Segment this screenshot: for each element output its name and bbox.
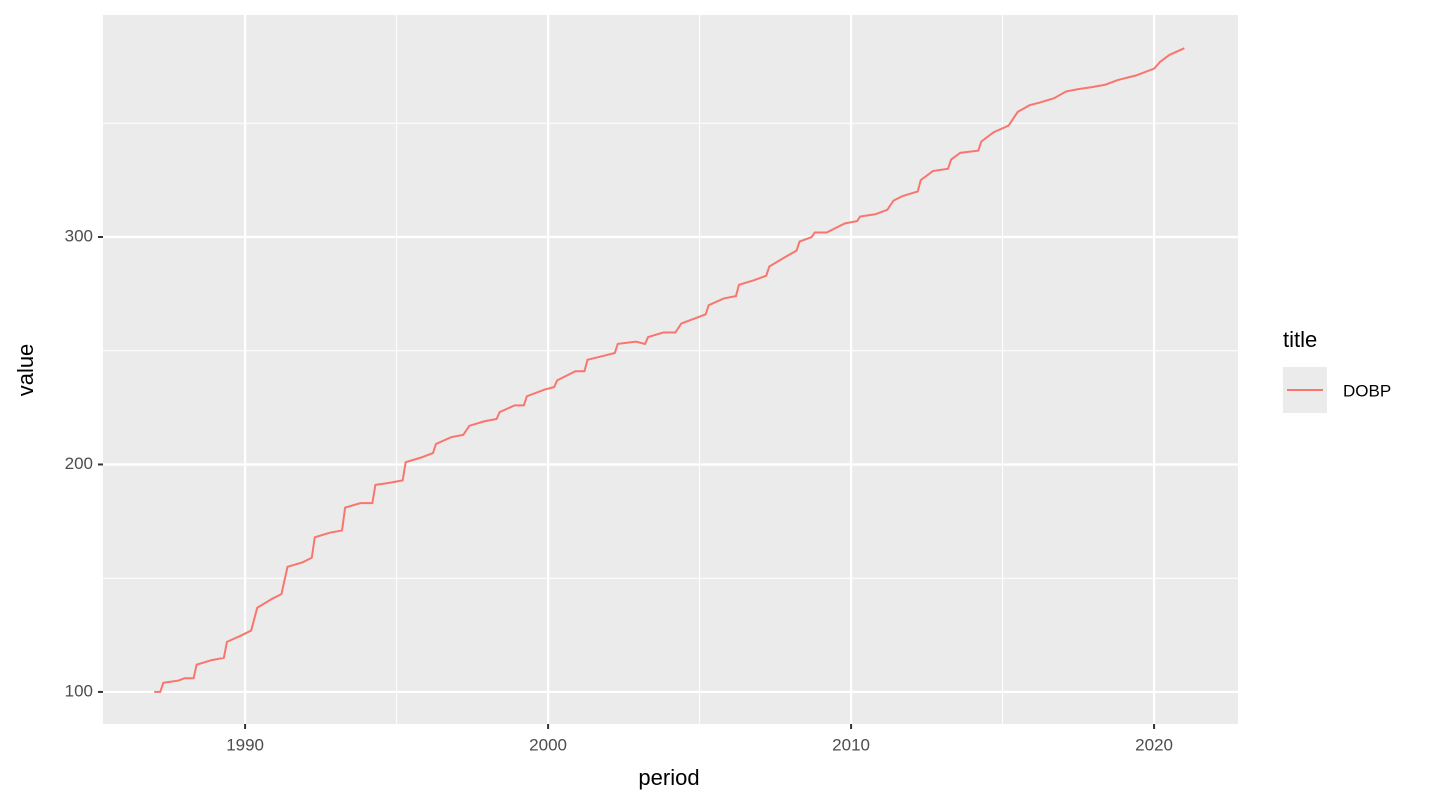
x-tick-label: 2010: [832, 735, 870, 754]
plot: [154, 47, 1185, 693]
legend: DOBP: [1287, 381, 1391, 400]
legend-label: DOBP: [1343, 381, 1391, 400]
x-tick-label: 1990: [226, 735, 264, 754]
y-axis-title: value: [13, 344, 38, 397]
legend-title: title: [1283, 327, 1317, 352]
x-axis-title: period: [638, 765, 699, 790]
x-tick-label: 2020: [1135, 735, 1173, 754]
y-tick-label: 200: [65, 454, 93, 473]
y-tick-label: 100: [65, 681, 93, 700]
x-tick-label: 2000: [529, 735, 567, 754]
grid: 1990 2000 2010 2020 100 200 300: [65, 15, 1238, 754]
line: [154, 47, 1185, 693]
y-tick-label: 300: [65, 226, 93, 245]
panel: [103, 15, 1238, 724]
